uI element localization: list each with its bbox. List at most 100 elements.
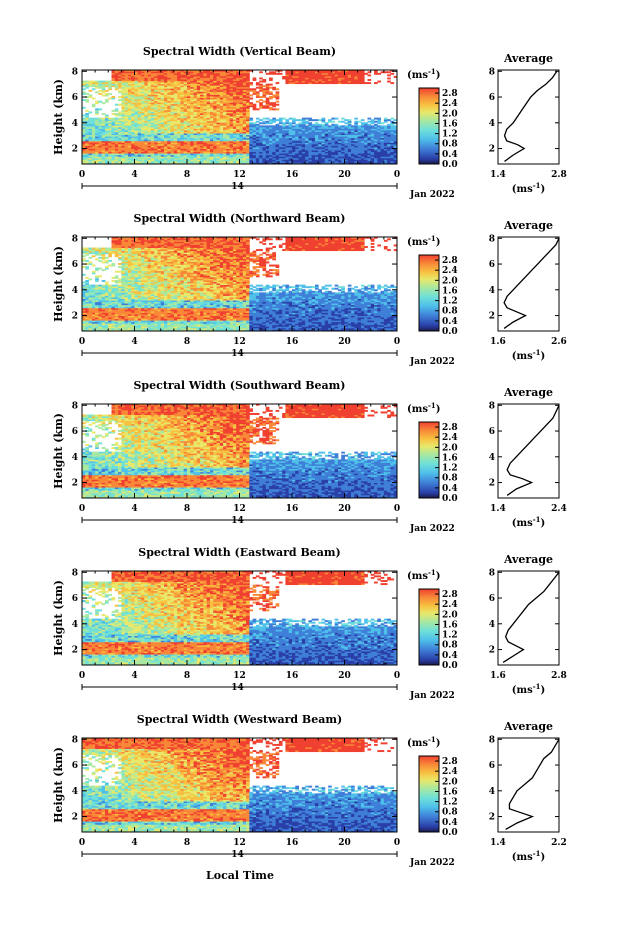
heatmap-cell bbox=[127, 89, 132, 92]
heatmap-cell bbox=[272, 102, 276, 105]
heatmap-cell bbox=[255, 145, 260, 148]
heatmap-cell bbox=[150, 75, 155, 78]
heatmap-cell bbox=[134, 102, 139, 105]
heatmap-cell bbox=[95, 113, 99, 115]
heatmap-cell bbox=[187, 75, 191, 78]
heatmap-cell bbox=[124, 148, 129, 151]
heatmap-cell bbox=[282, 143, 286, 146]
heatmap-cell bbox=[223, 148, 227, 151]
heatmap-cell bbox=[246, 131, 250, 134]
heatmap-cell bbox=[131, 86, 135, 89]
heatmap-cell bbox=[150, 126, 155, 129]
heatmap-cell bbox=[196, 142, 201, 145]
day-label: 14 bbox=[231, 182, 244, 192]
heatmap-cell bbox=[127, 140, 132, 143]
heatmap-cell bbox=[265, 160, 270, 163]
heatmap-cell bbox=[114, 108, 119, 111]
heatmap-cell bbox=[147, 105, 152, 108]
heatmap-cell bbox=[164, 145, 168, 148]
heatmap-cell bbox=[249, 117, 254, 120]
heatmap-cell bbox=[124, 97, 129, 100]
heatmap-cell bbox=[301, 145, 306, 148]
heatmap-cell bbox=[88, 128, 93, 131]
heatmap-cell bbox=[121, 82, 126, 85]
heatmap-cell bbox=[206, 147, 211, 149]
heatmap-cell bbox=[236, 147, 240, 149]
heatmap-cell bbox=[305, 160, 309, 163]
heatmap-cell bbox=[308, 125, 313, 128]
heatmap-cell bbox=[226, 120, 231, 123]
heatmap-cell bbox=[91, 82, 96, 85]
heatmap-cell bbox=[88, 125, 93, 128]
heatmap-cell bbox=[242, 137, 247, 140]
heatmap-cell bbox=[137, 111, 142, 114]
heatmap-cell bbox=[118, 134, 122, 137]
heatmap-cell bbox=[85, 109, 89, 112]
heatmap-cell bbox=[118, 99, 122, 102]
heatmap-cell bbox=[124, 156, 129, 159]
heatmap-cell bbox=[216, 156, 221, 159]
heatmap-cell bbox=[226, 148, 231, 151]
heatmap-cell bbox=[301, 122, 306, 125]
heatmap-cell bbox=[318, 159, 322, 162]
heatmap-cell bbox=[249, 133, 254, 136]
heatmap-cell bbox=[193, 71, 198, 74]
heatmap-cell bbox=[226, 139, 231, 142]
heatmap-cell bbox=[223, 126, 227, 129]
heatmap-cell bbox=[216, 113, 221, 115]
heatmap-cell bbox=[229, 126, 234, 129]
heatmap-cell bbox=[101, 153, 106, 156]
heatmap-cell bbox=[101, 150, 106, 153]
heatmap-cell bbox=[111, 120, 116, 123]
heatmap-cell bbox=[121, 109, 126, 112]
heatmap-cell bbox=[98, 131, 103, 134]
heatmap-cell bbox=[196, 147, 201, 149]
heatmap-cell bbox=[137, 142, 142, 145]
heatmap-cell bbox=[144, 79, 149, 81]
heatmap-cell bbox=[101, 128, 106, 131]
heatmap-cell bbox=[232, 120, 237, 123]
heatmap-cell bbox=[144, 103, 149, 106]
heatmap-cell bbox=[308, 159, 313, 162]
heatmap-cell bbox=[252, 92, 257, 95]
heatmap-cell bbox=[91, 255, 96, 258]
heatmap-cell bbox=[314, 80, 319, 83]
heatmap-cell bbox=[200, 160, 204, 163]
heatmap-cell bbox=[164, 71, 168, 74]
heatmap-cell bbox=[246, 157, 250, 160]
heatmap-cell bbox=[324, 128, 329, 131]
heatmap-cell bbox=[269, 77, 273, 80]
heatmap-cell bbox=[101, 120, 106, 123]
heatmap-cell bbox=[85, 96, 89, 98]
heatmap-cell bbox=[324, 80, 329, 83]
heatmap-cell bbox=[193, 157, 198, 160]
heatmap-cell bbox=[239, 94, 244, 97]
heatmap-cell bbox=[262, 91, 267, 94]
heatmap-cell bbox=[170, 97, 175, 100]
heatmap-cell bbox=[111, 280, 116, 282]
heatmap-cell bbox=[265, 131, 270, 134]
heatmap-cell bbox=[272, 137, 276, 140]
heatmap-cell bbox=[180, 148, 185, 151]
heatmap-cell bbox=[101, 159, 106, 162]
heatmap-cell bbox=[157, 74, 162, 77]
heatmap-cell bbox=[180, 85, 185, 88]
heatmap-cell bbox=[259, 105, 263, 108]
heatmap-cell bbox=[269, 148, 273, 151]
heatmap-cell bbox=[229, 125, 234, 128]
heatmap-cell bbox=[144, 74, 149, 77]
heatmap-cell bbox=[111, 125, 116, 128]
heatmap-cell bbox=[170, 130, 175, 132]
heatmap-cell bbox=[203, 116, 208, 119]
heatmap-cell bbox=[206, 154, 211, 157]
heatmap-cell bbox=[108, 120, 112, 123]
heatmap-cell bbox=[318, 77, 322, 80]
heatmap-cell bbox=[141, 105, 145, 108]
heatmap-cell bbox=[121, 137, 126, 140]
heatmap-cell bbox=[164, 99, 168, 102]
heatmap-cell bbox=[88, 150, 93, 153]
heatmap-cell bbox=[209, 160, 214, 163]
heatmap-cell bbox=[223, 156, 227, 159]
heatmap-cell bbox=[213, 105, 217, 108]
